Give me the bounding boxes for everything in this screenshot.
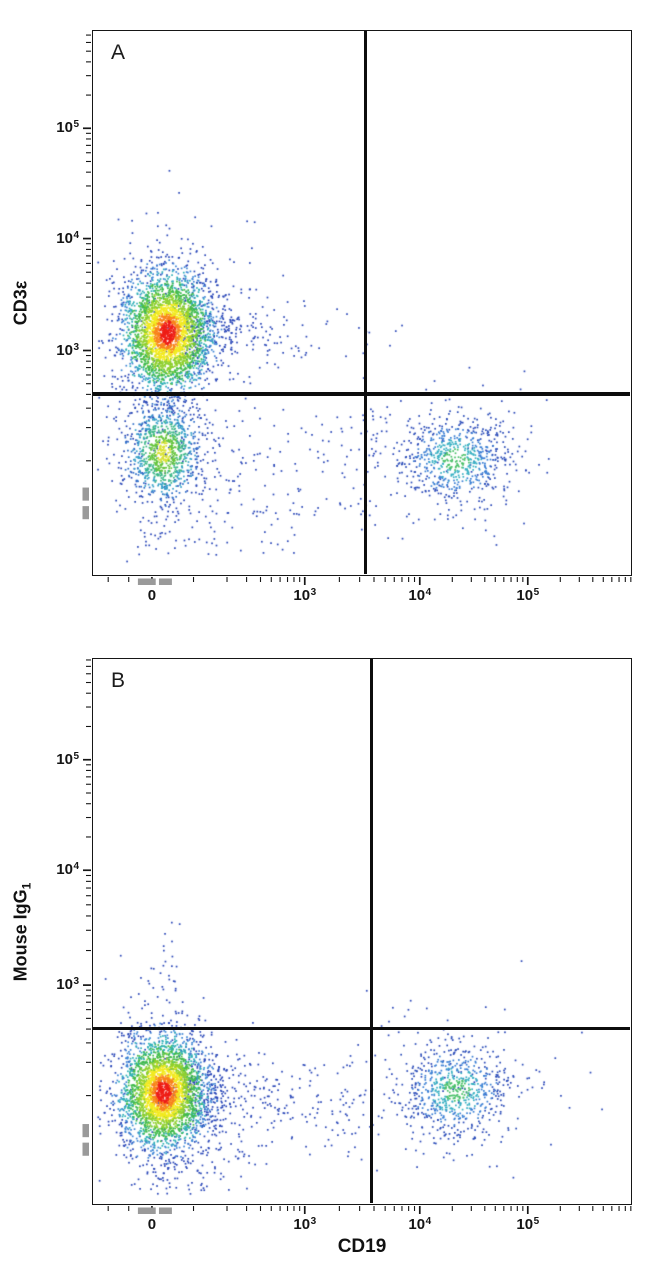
axis-break-marker-y <box>82 1124 89 1138</box>
quadrant-gate-vertical-b <box>369 659 373 1203</box>
y-tick-label: 105 <box>0 750 79 768</box>
quadrant-gate-vertical-a <box>364 31 368 574</box>
quadrant-gate-horizontal-a <box>93 392 630 396</box>
plot-area-b: B <box>92 658 632 1205</box>
dot-plot-canvas-a <box>95 33 631 575</box>
axis-break-marker-x <box>158 578 172 585</box>
tick-label-exponent: 5 <box>73 750 79 762</box>
y-tick-label: 104 <box>0 229 79 247</box>
tick-label-base: 10 <box>408 1216 426 1233</box>
panel-label-b: B <box>111 669 126 692</box>
y-tick-label: 103 <box>0 976 79 994</box>
x-tick-label: 104 <box>408 1216 432 1233</box>
tick-label-base: 10 <box>293 1216 311 1233</box>
panel-label-a: A <box>111 41 126 64</box>
tick-label-base: 0 <box>147 587 157 604</box>
x-tick-label: 105 <box>516 587 540 604</box>
axis-break-marker-y <box>82 506 89 520</box>
y-axis-title-a: CD3ε <box>11 281 32 326</box>
tick-label-exponent: 5 <box>533 587 540 598</box>
x-tick-label: 104 <box>408 587 432 604</box>
y-tick-label: 105 <box>0 119 79 137</box>
x-tick-label: 103 <box>293 587 317 604</box>
tick-label-exponent: 3 <box>310 1216 317 1227</box>
x-tick-label: 105 <box>516 1216 540 1233</box>
x-tick-label: 0 <box>148 588 156 603</box>
plot-area-a: A <box>92 30 632 576</box>
tick-label-base: 10 <box>56 341 73 359</box>
tick-label-base: 10 <box>56 976 73 994</box>
quadrant-gate-horizontal-b <box>93 1027 630 1031</box>
axis-break-marker-x <box>137 578 156 585</box>
tick-label-exponent: 5 <box>73 119 79 131</box>
tick-label-exponent: 4 <box>425 1216 432 1227</box>
y-axis-title-b: Mouse IgG1 <box>10 882 34 981</box>
tick-label-exponent: 5 <box>533 1216 540 1227</box>
tick-label-exponent: 3 <box>73 341 79 353</box>
tick-label-base: 10 <box>408 587 426 604</box>
tick-label-base: 10 <box>516 1216 534 1233</box>
tick-label-exponent: 4 <box>425 587 432 598</box>
tick-label-exponent: 3 <box>310 587 317 598</box>
x-axis-title: CD19 <box>337 1236 387 1257</box>
y-axis-title-b-text: Mouse IgG <box>10 888 31 981</box>
dot-plot-canvas-b <box>95 661 631 1204</box>
tick-label-base: 10 <box>56 750 73 768</box>
y-axis-title-a-text: CD3ε <box>10 280 31 326</box>
y-axis-title-b-subscript: 1 <box>19 882 34 889</box>
y-tick-label: 103 <box>0 341 79 359</box>
tick-label-base: 10 <box>293 587 311 604</box>
axis-break-marker-y <box>82 487 89 501</box>
x-tick-label: 103 <box>293 1216 317 1233</box>
axis-break-marker-x <box>137 1207 156 1214</box>
axis-break-marker-x <box>158 1207 172 1214</box>
x-tick-label: 0 <box>148 1217 156 1232</box>
tick-label-exponent: 3 <box>73 976 79 988</box>
tick-label-exponent: 4 <box>73 861 79 873</box>
tick-label-base: 10 <box>56 229 73 247</box>
tick-label-base: 0 <box>147 1216 157 1233</box>
axis-break-marker-y <box>82 1142 89 1156</box>
tick-label-base: 10 <box>516 587 534 604</box>
y-tick-label: 104 <box>0 861 79 879</box>
tick-label-base: 10 <box>56 119 73 137</box>
tick-label-exponent: 4 <box>73 229 79 241</box>
tick-label-base: 10 <box>56 861 73 879</box>
